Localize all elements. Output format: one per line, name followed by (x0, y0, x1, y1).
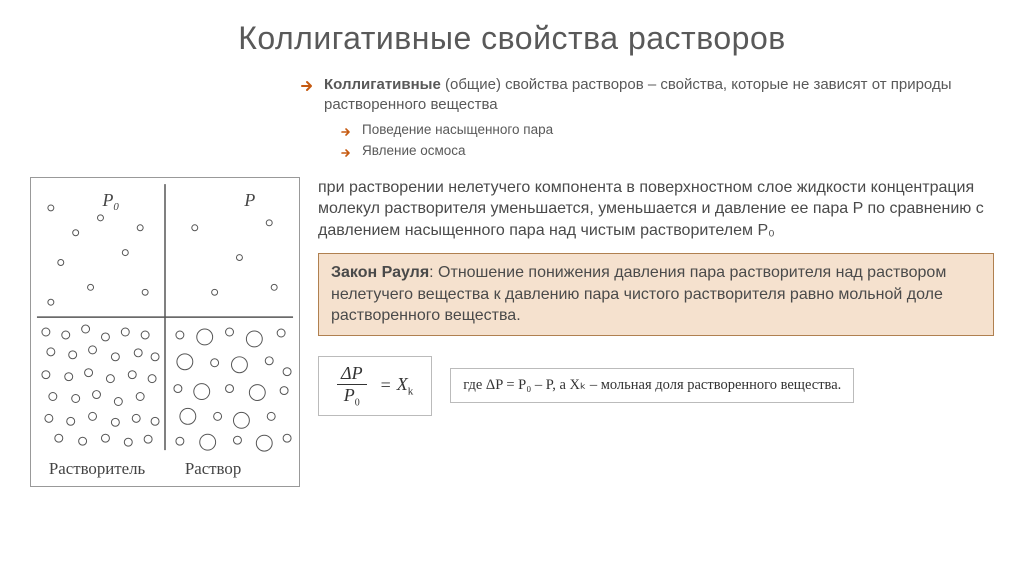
solvent-diagram: P0 P Растворитель Раствор (30, 177, 300, 487)
equals-sign: = (381, 375, 391, 396)
arrow-icon (340, 126, 352, 138)
formula-rhs: Xk (397, 374, 414, 398)
arrow-icon (340, 147, 352, 159)
formula-description: где ΔP = P₀ – P, а Xₖ – мольная доля рас… (450, 368, 854, 403)
definition-block: Коллигативные (общие) свойства растворов… (300, 75, 1024, 159)
svg-text:Растворитель: Растворитель (49, 458, 146, 477)
formula-fraction: ΔP P0 (337, 363, 367, 409)
content-row: P0 P Растворитель Раствор (0, 169, 1024, 487)
sub-bullet-list: Поведение насыщенного пара Явление осмос… (340, 122, 1024, 159)
arrow-icon (300, 79, 314, 93)
slide-title: Коллигативные свойства растворов (0, 0, 1024, 75)
sub-bullet-text: Явление осмоса (362, 143, 466, 158)
definition-bullet: Коллигативные (общие) свойства растворов… (300, 75, 1024, 116)
sub-bullet: Явление осмоса (340, 143, 1024, 159)
formula-box: ΔP P0 = Xk (318, 356, 432, 416)
svg-text:P: P (243, 189, 255, 209)
sub-bullet-text: Поведение насыщенного пара (362, 122, 553, 137)
definition-text: Коллигативные (общие) свойства растворов… (324, 75, 1004, 116)
raoult-law-box: Закон Рауля: Отношение понижения давлени… (318, 253, 994, 336)
right-column: при растворении нелетучего компонента в … (318, 177, 994, 416)
formula-row: ΔP P0 = Xk где ΔP = P₀ – P, а Xₖ – мольн… (318, 356, 994, 416)
paragraph: при растворении нелетучего компонента в … (318, 177, 994, 242)
svg-text:Раствор: Раствор (185, 458, 241, 477)
sub-bullet: Поведение насыщенного пара (340, 122, 1024, 138)
